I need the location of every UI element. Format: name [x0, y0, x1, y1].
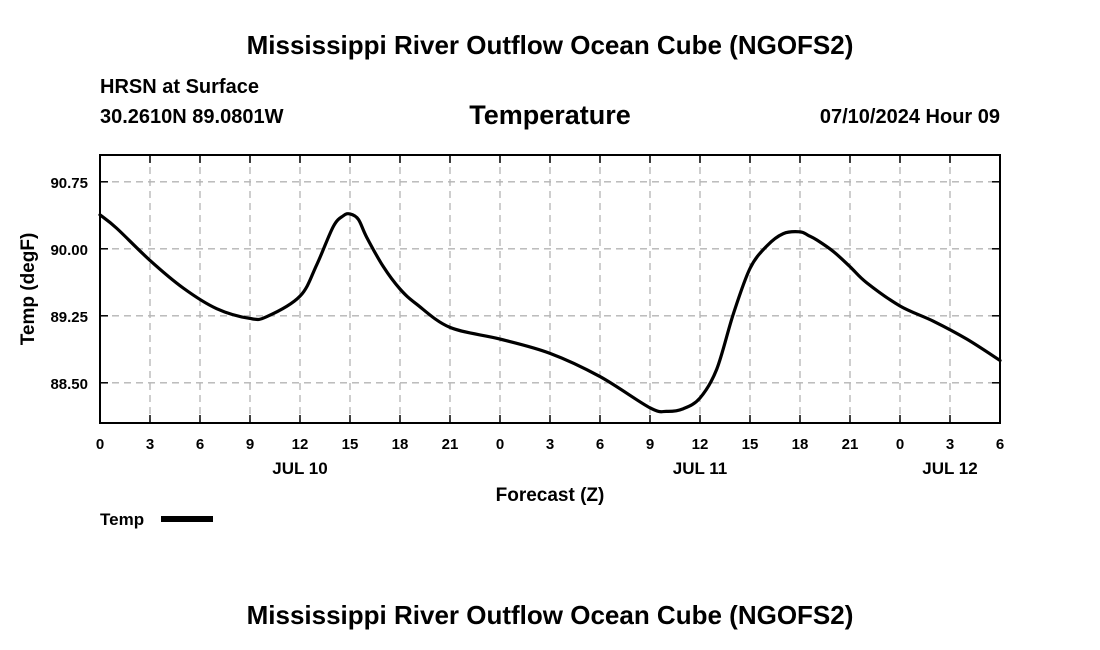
- x-tick-label: 18: [392, 436, 409, 453]
- temperature-chart: 0 3 6 9 12 15 18 21 0 3 6 9 12 15 18 21 0 3 6 88.50 89.25 90.…: [18, 154, 1004, 506]
- x-tick-label: 0: [496, 436, 504, 453]
- x-tick-label: 9: [646, 436, 654, 453]
- x-day-label: JUL 12: [922, 459, 977, 478]
- station-label: HRSN at Surface: [100, 76, 259, 98]
- y-tick-label: 88.50: [50, 376, 88, 393]
- x-tick-label: 3: [946, 436, 954, 453]
- legend-line-swatch: [161, 516, 213, 522]
- legend: Temp: [100, 508, 220, 532]
- x-tick-label: 12: [292, 436, 309, 453]
- x-tick-label: 0: [896, 436, 904, 453]
- x-tick-label: 3: [146, 436, 154, 453]
- x-day-label: JUL 10: [272, 459, 327, 478]
- x-tick-label: 6: [996, 436, 1004, 453]
- station-coordinates: 30.2610N 89.0801W: [100, 106, 284, 128]
- x-tick-label: 12: [692, 436, 709, 453]
- legend-label: Temp: [100, 510, 145, 529]
- y-tick-label: 90.00: [50, 242, 88, 259]
- x-tick-label: 0: [96, 436, 104, 453]
- series-line-temp: [98, 212, 1002, 414]
- x-tick-label: 3: [546, 436, 554, 453]
- x-tick-label: 21: [842, 436, 859, 453]
- x-tick-label: 18: [792, 436, 809, 453]
- chart-title: Mississippi River Outflow Ocean Cube (NG…: [246, 30, 854, 60]
- x-tick-label: 21: [442, 436, 459, 453]
- x-day-label: JUL 11: [673, 459, 728, 478]
- x-tick-label: 6: [196, 436, 204, 453]
- footer-title: Mississippi River Outflow Ocean Cube (NG…: [246, 600, 854, 630]
- variable-title: Temperature: [469, 100, 631, 130]
- x-axis-label: Forecast (Z): [496, 485, 605, 506]
- x-tick-label: 15: [342, 436, 359, 453]
- y-axis-label: Temp (degF): [18, 233, 39, 346]
- plot-frame: [99, 154, 1001, 424]
- forecast-datetime: 07/10/2024 Hour 09: [819, 106, 1000, 128]
- y-tick-label: 90.75: [50, 175, 88, 192]
- x-tick-label: 15: [742, 436, 759, 453]
- y-tick-label: 89.25: [50, 309, 88, 326]
- x-tick-label: 9: [246, 436, 254, 453]
- x-tick-label: 6: [596, 436, 604, 453]
